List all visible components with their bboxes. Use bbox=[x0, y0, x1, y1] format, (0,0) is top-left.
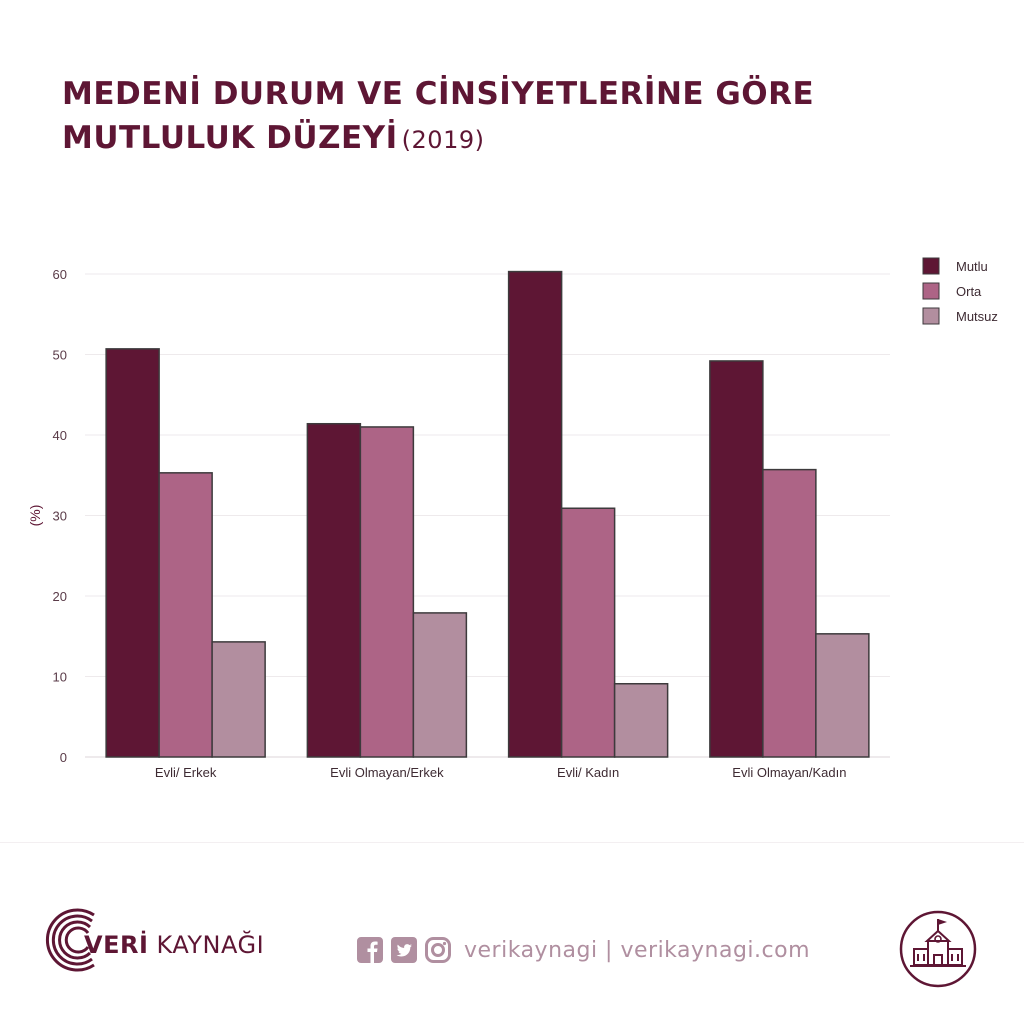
logo-arcs-icon bbox=[45, 908, 95, 972]
chart-title-line-1: MEDENİ DURUM VE CİNSİYETLERİNE GÖRE bbox=[62, 76, 815, 112]
bar-mutsuz-1 bbox=[412, 612, 468, 758]
bar-orta-1 bbox=[359, 426, 415, 758]
axes: 0 10 20 30 40 50 60 (%) Evli/ Erkek Evli Olmayan/… bbox=[27, 267, 846, 780]
y-tick-label: 20 bbox=[53, 589, 67, 604]
bar-orta-0 bbox=[158, 472, 213, 758]
legend-label-mutsuz: Mutsuz bbox=[956, 309, 998, 324]
chart-title-text: MUTLULUK DÜZEYİ bbox=[62, 120, 398, 156]
y-tick-label: 10 bbox=[53, 670, 67, 685]
footer: VERİ KAYNAĞI verikaynagi | verikaynagi.c… bbox=[0, 842, 1024, 1025]
veri-kaynagi-logo[interactable]: VERİ KAYNAĞI bbox=[40, 903, 290, 973]
x-tick-label: Evli/ Kadın bbox=[557, 765, 619, 780]
social-links: verikaynagi | verikaynagi.com bbox=[356, 933, 810, 967]
bar-orta-3 bbox=[762, 468, 817, 758]
school-building-icon bbox=[899, 910, 977, 988]
social-handle-text[interactable]: verikaynagi | verikaynagi.com bbox=[464, 937, 811, 963]
legend-label-orta: Orta bbox=[956, 284, 982, 299]
x-tick-label: Evli/ Erkek bbox=[155, 765, 217, 780]
legend-swatch-mutsuz bbox=[922, 307, 940, 325]
y-tick-label: 60 bbox=[53, 267, 67, 282]
bar-mutsuz-3 bbox=[815, 633, 870, 758]
logo-text-bold: VERİ bbox=[84, 931, 149, 959]
twitter-icon[interactable] bbox=[390, 936, 418, 964]
logo-text-rest: KAYNAĞI bbox=[148, 931, 265, 959]
bar-mutlu-1 bbox=[306, 422, 362, 758]
chart-title-line-2: MUTLULUK DÜZEYİ (2019) bbox=[62, 116, 962, 162]
y-axis-label: (%) bbox=[27, 505, 43, 527]
y-tick-label: 0 bbox=[60, 750, 67, 765]
y-tick-label: 30 bbox=[53, 509, 67, 524]
bar-mutlu-0 bbox=[105, 348, 160, 758]
y-tick-label: 40 bbox=[53, 428, 67, 443]
legend-label-mutlu: Mutlu bbox=[956, 259, 988, 274]
bar-chart: 0 10 20 30 40 50 60 (%) Evli/ Erkek Evli Olmayan/… bbox=[27, 257, 998, 780]
logo-text: VERİ KAYNAĞI bbox=[84, 931, 264, 959]
bar-orta-2 bbox=[560, 507, 616, 758]
x-tick-label: Evli Olmayan/Kadın bbox=[732, 765, 846, 780]
instagram-icon[interactable] bbox=[424, 936, 452, 964]
chart-title-year: (2019) bbox=[401, 126, 485, 154]
x-tick-label: Evli Olmayan/Erkek bbox=[330, 765, 444, 780]
bar-mutsuz-2 bbox=[613, 682, 669, 758]
legend: Mutlu Orta Mutsuz bbox=[922, 257, 998, 325]
chart-title-block: MEDENİ DURUM VE CİNSİYETLERİNE GÖRE MUTL… bbox=[62, 72, 962, 162]
bar-mutlu-3 bbox=[709, 360, 764, 758]
facebook-icon[interactable] bbox=[356, 936, 384, 964]
bars bbox=[105, 270, 870, 758]
legend-swatch-orta bbox=[922, 282, 940, 300]
bar-mutlu-2 bbox=[507, 270, 563, 758]
y-tick-label: 50 bbox=[53, 348, 67, 363]
bar-mutsuz-0 bbox=[211, 641, 266, 758]
legend-swatch-mutlu bbox=[922, 257, 940, 275]
